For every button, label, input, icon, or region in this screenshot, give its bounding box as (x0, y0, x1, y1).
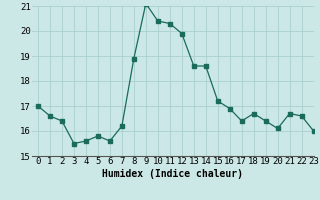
X-axis label: Humidex (Indice chaleur): Humidex (Indice chaleur) (102, 169, 243, 179)
